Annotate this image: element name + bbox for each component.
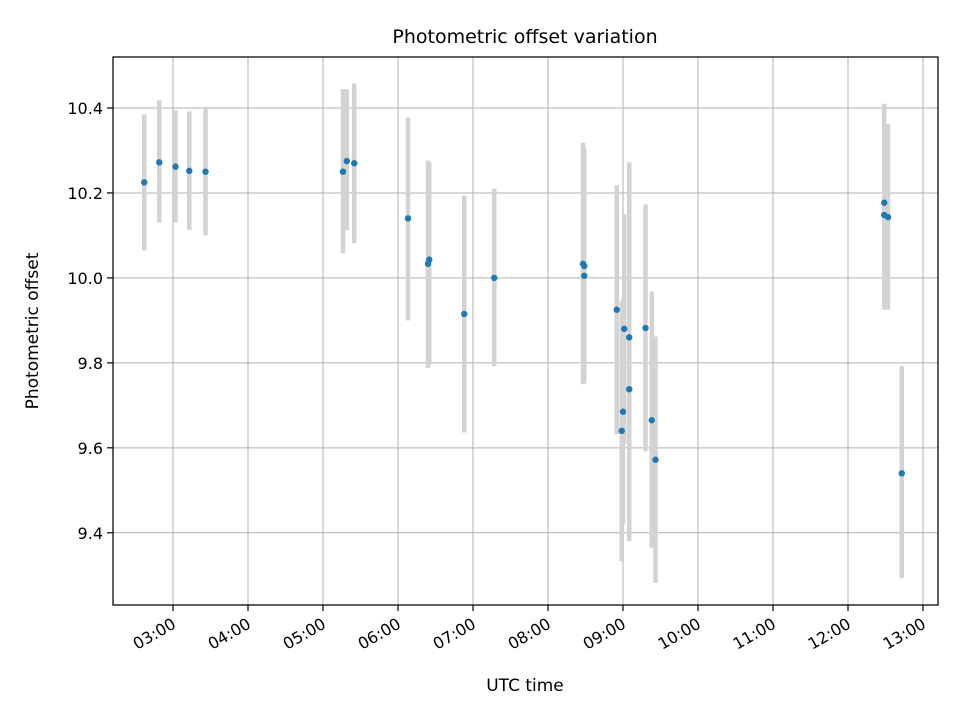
- plot-area-background: [113, 57, 938, 605]
- data-point: [626, 334, 633, 341]
- data-point: [648, 417, 655, 424]
- data-point: [491, 274, 498, 282]
- data-point: [581, 262, 588, 270]
- data-points: [141, 157, 905, 477]
- data-point: [461, 310, 468, 318]
- data-point: [172, 163, 179, 170]
- data-point: [626, 385, 633, 393]
- data-point: [186, 167, 193, 175]
- data-point: [351, 160, 358, 167]
- data-point: [621, 325, 628, 333]
- data-point: [156, 159, 163, 166]
- data-point: [339, 168, 347, 175]
- y-tick-label: 10.0: [67, 269, 103, 288]
- y-tick-label: 10.4: [67, 99, 103, 118]
- data-point: [202, 168, 209, 175]
- data-point: [618, 427, 625, 435]
- data-point: [613, 306, 620, 313]
- y-axis-ticks: 9.4 9.6 9.8 10.0 10.2 10.4: [67, 99, 113, 543]
- data-point: [884, 213, 892, 221]
- data-point: [426, 256, 433, 263]
- y-tick-label: 9.4: [78, 524, 103, 543]
- y-tick-label: 9.6: [78, 439, 103, 458]
- data-point: [642, 324, 649, 332]
- data-point: [404, 215, 412, 222]
- data-point: [343, 157, 350, 165]
- data-point: [652, 456, 659, 463]
- y-tick-label: 9.8: [78, 354, 103, 373]
- y-tick-label: 10.2: [67, 184, 103, 203]
- grid-lines: [113, 57, 938, 605]
- chart-title: Photometric offset variation: [392, 26, 657, 48]
- x-axis-title: UTC time: [486, 676, 564, 696]
- data-point: [141, 179, 148, 186]
- data-point: [581, 272, 588, 279]
- plot-frame: [112, 56, 939, 606]
- data-point: [881, 199, 888, 206]
- data-point: [619, 408, 627, 415]
- data-point: [898, 470, 905, 477]
- y-axis-title: Photometric offset: [23, 252, 43, 409]
